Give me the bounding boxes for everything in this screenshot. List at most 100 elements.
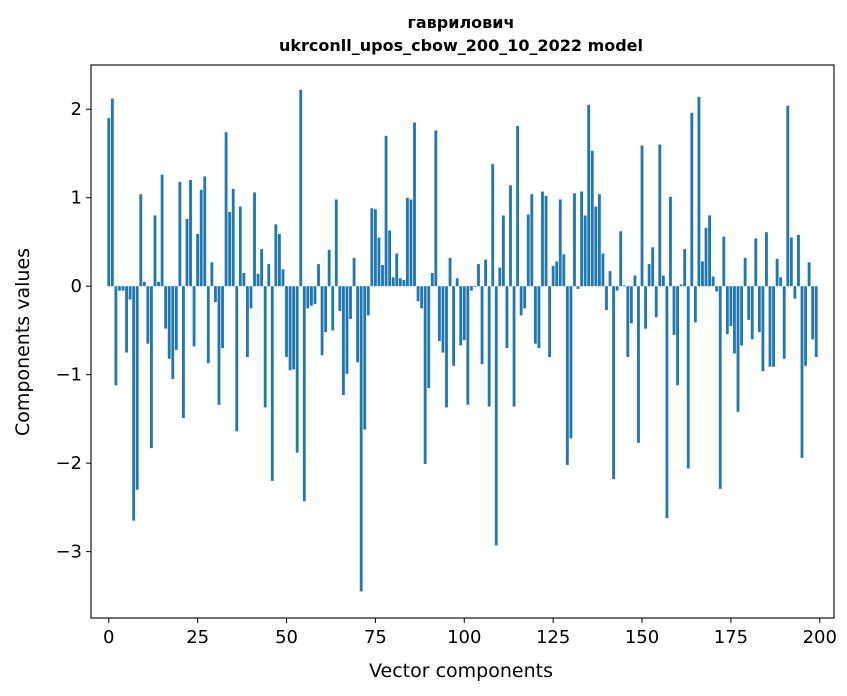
- bar-91: [430, 272, 434, 287]
- bar-196: [804, 286, 807, 366]
- bar-187: [772, 286, 775, 367]
- bar-165: [693, 286, 697, 323]
- bar-103: [473, 286, 477, 288]
- bar-82: [398, 278, 402, 287]
- x-tick-label: 125: [536, 627, 570, 648]
- bar-114: [512, 286, 516, 407]
- chart-subtitle: ukrconll_upos_cbow_200_10_2022 model: [279, 36, 643, 55]
- bar-61: [324, 286, 328, 333]
- bar-83: [402, 280, 406, 287]
- bar-138: [597, 194, 601, 287]
- bar-109: [494, 286, 498, 546]
- bar-33: [224, 132, 228, 287]
- bar-41: [253, 192, 256, 287]
- bar-116: [519, 286, 523, 316]
- bar-95: [445, 286, 448, 408]
- bar-154: [654, 286, 658, 318]
- bar-94: [441, 286, 445, 353]
- bar-174: [725, 286, 729, 334]
- bar-173: [722, 236, 726, 287]
- bar-146: [626, 286, 630, 357]
- bar-27: [203, 176, 207, 287]
- bar-166: [697, 96, 701, 287]
- bar-34: [228, 211, 232, 287]
- bar-182: [754, 238, 758, 287]
- bar-32: [221, 286, 224, 349]
- bar-131: [573, 193, 576, 287]
- bar-1: [110, 98, 114, 287]
- bar-161: [679, 284, 683, 287]
- bar-105: [480, 286, 484, 365]
- bar-96: [448, 257, 452, 287]
- bar-115: [516, 126, 520, 287]
- y-tick-label: 0: [71, 276, 82, 297]
- bar-184: [761, 286, 765, 372]
- bar-148: [633, 275, 637, 287]
- x-tick-label: 0: [103, 627, 114, 648]
- bar-121: [537, 286, 541, 349]
- bar-142: [612, 286, 616, 480]
- y-axis-ticks: −3 −2 −1 0 1 2: [55, 99, 91, 563]
- bar-102: [469, 286, 473, 291]
- bar-11: [146, 286, 150, 344]
- bar-series: [107, 89, 818, 592]
- bar-87: [416, 286, 420, 302]
- bar-123: [544, 195, 548, 287]
- bar-59: [317, 264, 320, 287]
- bar-155: [658, 144, 662, 287]
- x-tick-label: 150: [625, 627, 659, 648]
- bar-172: [718, 286, 722, 489]
- bar-9: [139, 194, 143, 287]
- bar-194: [797, 234, 800, 287]
- bar-37: [238, 206, 242, 287]
- bar-13: [153, 215, 157, 287]
- bar-73: [366, 286, 370, 316]
- bar-28: [206, 286, 210, 364]
- bar-113: [509, 185, 512, 287]
- bar-50: [285, 286, 288, 357]
- bar-6: [128, 286, 132, 300]
- bar-68: [349, 286, 352, 319]
- x-tick-label: 75: [364, 627, 387, 648]
- bar-135: [587, 104, 591, 287]
- x-axis-label: Vector components: [369, 660, 553, 682]
- bar-198: [811, 286, 815, 340]
- bar-35: [231, 188, 235, 287]
- bar-55: [302, 286, 306, 502]
- bar-171: [715, 286, 719, 292]
- bar-26: [199, 189, 203, 287]
- bar-125: [551, 265, 555, 287]
- bar-132: [576, 286, 580, 289]
- bar-150: [640, 145, 644, 287]
- bar-22: [185, 218, 189, 287]
- bar-163: [686, 286, 690, 469]
- bar-186: [768, 286, 772, 367]
- bar-29: [210, 262, 214, 287]
- bar-145: [622, 285, 626, 287]
- bar-147: [629, 286, 633, 324]
- bar-72: [363, 286, 367, 430]
- bar-175: [729, 286, 733, 327]
- x-tick-label: 25: [186, 627, 209, 648]
- bar-70: [356, 286, 360, 363]
- bar-144: [619, 231, 623, 287]
- bar-0: [107, 118, 111, 287]
- y-tick-label: −1: [55, 365, 82, 386]
- bar-124: [548, 286, 552, 357]
- bar-60: [320, 286, 324, 356]
- chart-title: гаврилович: [408, 13, 515, 32]
- bar-190: [782, 286, 786, 359]
- bar-169: [708, 215, 711, 287]
- bar-110: [498, 267, 502, 287]
- bar-191: [786, 105, 790, 287]
- bar-71: [359, 286, 363, 592]
- bar-5: [125, 286, 128, 353]
- bar-62: [327, 249, 331, 287]
- bar-141: [608, 271, 612, 287]
- bar-122: [541, 191, 544, 287]
- y-axis-label: Components values: [12, 248, 34, 436]
- bar-139: [601, 253, 605, 287]
- y-tick-label: −2: [55, 453, 82, 474]
- bar-18: [171, 286, 175, 380]
